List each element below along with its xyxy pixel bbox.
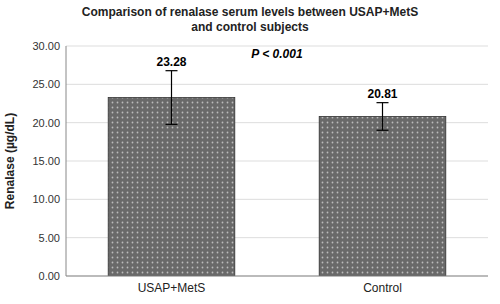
y-tick-label: 25.00 xyxy=(32,78,60,90)
x-tick-label: Control xyxy=(363,281,402,295)
error-cap xyxy=(166,70,178,71)
error-cap xyxy=(377,102,389,103)
y-axis-label: Renalase (µg/dL) xyxy=(3,113,17,209)
title: Comparison of renalase serum levels betw… xyxy=(82,5,418,34)
title-line: Comparison of renalase serum levels betw… xyxy=(82,5,418,19)
title-line: and control subjects xyxy=(191,20,309,34)
x-axis-line xyxy=(66,276,488,277)
y-tick-label: 0.00 xyxy=(39,270,60,282)
y-tick-label: 10.00 xyxy=(32,193,60,205)
y-tick-label: 20.00 xyxy=(32,117,60,129)
x-tick-label: USAP+MetS xyxy=(138,281,206,295)
chart: Comparison of renalase serum levels betw… xyxy=(0,0,500,304)
error-stem xyxy=(382,103,383,131)
bar xyxy=(319,116,446,276)
error-stem xyxy=(171,71,172,125)
bar xyxy=(108,98,235,276)
data-label: 20.81 xyxy=(367,87,397,101)
plot-marks xyxy=(108,71,446,276)
error-cap xyxy=(377,130,389,131)
data-label: 23.28 xyxy=(156,55,186,69)
error-bar xyxy=(166,71,178,125)
error-cap xyxy=(166,124,178,125)
error-bar xyxy=(377,103,389,131)
annotation: P < 0.001 xyxy=(251,47,303,61)
y-tick-label: 5.00 xyxy=(39,232,60,244)
y-tick-label: 30.00 xyxy=(32,40,60,52)
grid-line xyxy=(66,84,488,85)
y-axis-line xyxy=(66,46,67,276)
grid-line xyxy=(66,276,488,277)
y-tick-label: 15.00 xyxy=(32,155,60,167)
